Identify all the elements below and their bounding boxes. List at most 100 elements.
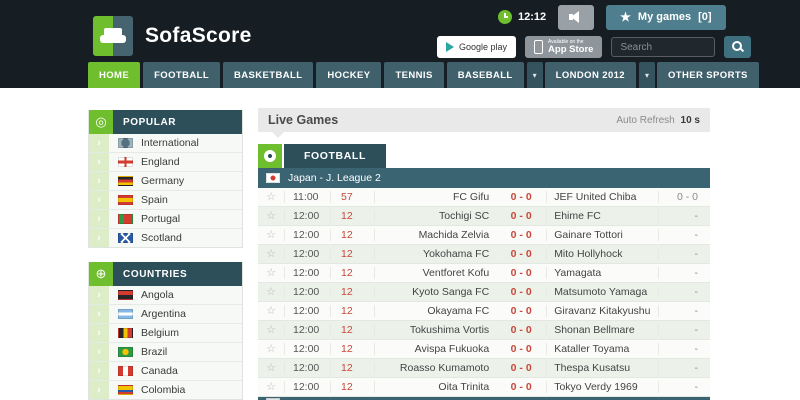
- halftime-score: -: [658, 381, 710, 393]
- my-games-button[interactable]: ★ My games [0]: [606, 4, 726, 30]
- sidebar-item-canada[interactable]: › Canada: [89, 362, 242, 381]
- sidebar-item-spain[interactable]: › Spain: [89, 191, 242, 210]
- globe-icon: [89, 262, 113, 286]
- favorite-star-icon[interactable]: ☆: [266, 247, 276, 260]
- favorite-star-icon[interactable]: ☆: [266, 209, 276, 222]
- sidebar-item-body: Colombia: [109, 381, 242, 399]
- match-score: 0 - 0: [510, 248, 532, 260]
- sidebar-item-angola[interactable]: › Angola: [89, 286, 242, 305]
- sport-header: FOOTBALL: [258, 144, 710, 168]
- league-bar-partial[interactable]: [258, 397, 710, 400]
- nav-tab-london-2012[interactable]: ▾ LONDON 2012: [526, 62, 636, 88]
- angola-flag-icon: [118, 290, 133, 300]
- match-minute: 12: [330, 324, 374, 336]
- match-score: 0 - 0: [510, 343, 532, 355]
- favorite-star-icon[interactable]: ☆: [266, 323, 276, 336]
- match-row[interactable]: ☆ 12:00 12 Ventforet Kofu 0 - 0 Yamagata -: [258, 264, 710, 283]
- match-time: 12:00: [284, 343, 330, 355]
- nav-tab-label: TENNIS: [384, 62, 444, 88]
- match-row[interactable]: ☆ 11:00 57 FC Gifu 0 - 0 JEF United Chiba 0 - …: [258, 188, 710, 207]
- nav-tab-baseball[interactable]: BASEBALL: [446, 62, 524, 88]
- sidebar-item-england[interactable]: › England: [89, 153, 242, 172]
- favorite-star-icon[interactable]: ☆: [266, 285, 276, 298]
- favorite-star-icon[interactable]: ☆: [266, 380, 276, 393]
- chevron-right-icon: ›: [89, 286, 109, 304]
- auto-refresh-value: 10 s: [680, 114, 700, 126]
- flag-icon: [266, 398, 280, 400]
- sidebar-item-body: Angola: [109, 286, 242, 304]
- argentina-flag-icon: [118, 309, 133, 319]
- favorite-star-icon[interactable]: ☆: [266, 190, 276, 203]
- tab-football[interactable]: FOOTBALL: [284, 144, 386, 168]
- match-row[interactable]: ☆ 12:00 12 Oita Trinita 0 - 0 Tokyo Verdy 196…: [258, 378, 710, 397]
- match-row[interactable]: ☆ 12:00 12 Kyoto Sanga FC 0 - 0 Matsumoto Yam…: [258, 283, 710, 302]
- match-row[interactable]: ☆ 12:00 12 Okayama FC 0 - 0 Giravanz Kitakyus…: [258, 302, 710, 321]
- chevron-down-icon[interactable]: ▾: [526, 62, 543, 88]
- away-team: Giravanz Kitakyushu: [546, 305, 658, 317]
- home-team: Oita Trinita: [374, 381, 496, 393]
- sidebar-item-brazil[interactable]: › Brazil: [89, 343, 242, 362]
- chevron-right-icon: ›: [89, 324, 109, 342]
- sidebar-item-germany[interactable]: › Germany: [89, 172, 242, 191]
- favorite-star-icon[interactable]: ☆: [266, 342, 276, 355]
- matches-table: ☆ 11:00 57 FC Gifu 0 - 0 JEF United Chiba 0 - …: [258, 188, 710, 397]
- away-team: Tokyo Verdy 1969: [546, 381, 658, 393]
- league-bar[interactable]: Japan - J. League 2: [258, 168, 710, 188]
- google-play-button[interactable]: Google play: [437, 36, 517, 58]
- nav-tab-football[interactable]: FOOTBALL: [143, 62, 221, 88]
- clock-icon: [498, 10, 512, 24]
- chevron-right-icon: ›: [89, 362, 109, 380]
- sidebar-item-international[interactable]: › International: [89, 134, 242, 153]
- sidebar-item-portugal[interactable]: › Portugal: [89, 210, 242, 229]
- home-team: Okayama FC: [374, 305, 496, 317]
- favorite-star-icon[interactable]: ☆: [266, 228, 276, 241]
- sidebar-item-argentina[interactable]: › Argentina: [89, 305, 242, 324]
- home-team: Tokushima Vortis: [374, 324, 496, 336]
- nav-tab-hockey[interactable]: HOCKEY: [316, 62, 382, 88]
- favorite-star-icon[interactable]: ☆: [266, 361, 276, 374]
- match-time: 12:00: [284, 324, 330, 336]
- star-icon: ★: [620, 10, 631, 24]
- sidebar-item-scotland[interactable]: › Scotland: [89, 229, 242, 247]
- nav-tab-basketball[interactable]: BASKETBALL: [223, 62, 314, 88]
- speaker-icon: [568, 11, 584, 23]
- search-input[interactable]: [611, 37, 716, 57]
- match-time: 12:00: [284, 210, 330, 222]
- match-minute: 12: [330, 210, 374, 222]
- search-button[interactable]: [724, 36, 752, 58]
- scotland-flag-icon: [118, 233, 133, 243]
- halftime-score: 0 - 0: [658, 191, 710, 203]
- home-team: Tochigi SC: [374, 210, 496, 222]
- match-time: 11:00: [284, 191, 330, 203]
- sofascore-logo[interactable]: SofaScore: [93, 16, 252, 56]
- match-row[interactable]: ☆ 12:00 12 Avispa Fukuoka 0 - 0 Kataller Toya…: [258, 340, 710, 359]
- nav-tab-other-sports[interactable]: ▾ OTHER SPORTS: [639, 62, 759, 88]
- volume-button[interactable]: [558, 4, 595, 30]
- match-row[interactable]: ☆ 12:00 12 Machida Zelvia 0 - 0 Gainare Totto…: [258, 226, 710, 245]
- match-row[interactable]: ☆ 12:00 12 Roasso Kumamoto 0 - 0 Thespa Kusat…: [258, 359, 710, 378]
- match-minute: 12: [330, 381, 374, 393]
- sidebar-item-label: Brazil: [141, 346, 168, 358]
- favorite-star-icon[interactable]: ☆: [266, 266, 276, 279]
- my-games-label: My games: [637, 11, 692, 23]
- chevron-right-icon: ›: [89, 229, 109, 247]
- sidebar-item-body: Canada: [109, 362, 242, 380]
- bullseye-icon: [89, 110, 113, 134]
- sidebar-item-label: England: [141, 156, 180, 168]
- nav-tab-tennis[interactable]: TENNIS: [384, 62, 444, 88]
- nav-tab-home[interactable]: HOME: [88, 62, 141, 88]
- nav-tab-label: HOME: [88, 62, 141, 88]
- favorite-star-icon[interactable]: ☆: [266, 304, 276, 317]
- app-store-small-label: Available on the: [548, 38, 584, 45]
- match-row[interactable]: ☆ 12:00 12 Yokohama FC 0 - 0 Mito Hollyhock -: [258, 245, 710, 264]
- halftime-score: -: [658, 343, 710, 355]
- away-team: JEF United Chiba: [546, 191, 658, 203]
- sidebar-item-belgium[interactable]: › Belgium: [89, 324, 242, 343]
- sidebar-item-colombia[interactable]: › Colombia: [89, 381, 242, 399]
- chevron-down-icon[interactable]: ▾: [639, 62, 656, 88]
- sidebar-item-label: Portugal: [141, 213, 181, 225]
- match-row[interactable]: ☆ 12:00 12 Tochigi SC 0 - 0 Ehime FC -: [258, 207, 710, 226]
- match-row[interactable]: ☆ 12:00 12 Tokushima Vortis 0 - 0 Shonan Bell…: [258, 321, 710, 340]
- google-play-icon: [446, 42, 454, 52]
- app-store-button[interactable]: Available on the App Store: [525, 36, 603, 58]
